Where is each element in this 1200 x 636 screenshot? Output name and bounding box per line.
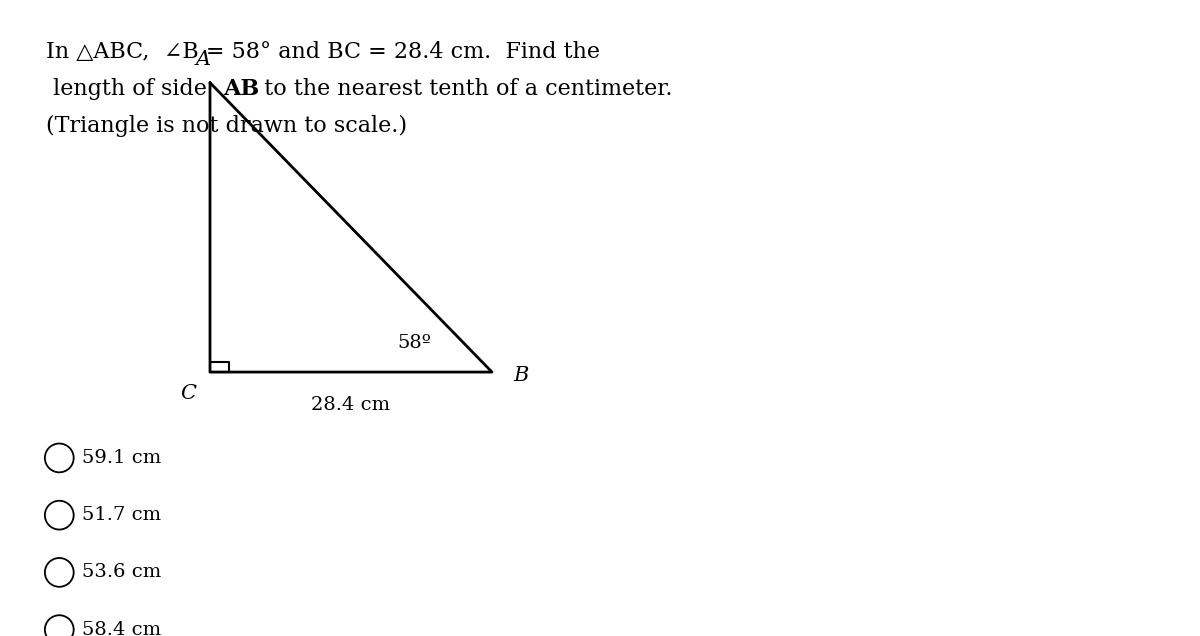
Text: In △ABC,  ∠B = 58° and BC = 28.4 cm.  Find the: In △ABC, ∠B = 58° and BC = 28.4 cm. Find… [46, 41, 600, 64]
Text: 58.4 cm: 58.4 cm [83, 621, 162, 636]
Text: C: C [180, 384, 197, 403]
Text: A: A [196, 50, 210, 69]
Text: AB: AB [223, 78, 259, 100]
Text: 58º: 58º [397, 334, 431, 352]
Text: (Triangle is not drawn to scale.): (Triangle is not drawn to scale.) [46, 114, 407, 137]
Text: to the nearest tenth of a centimeter.: to the nearest tenth of a centimeter. [250, 78, 672, 100]
Text: 53.6 cm: 53.6 cm [83, 563, 162, 581]
Text: length of side: length of side [46, 78, 214, 100]
Text: 28.4 cm: 28.4 cm [312, 396, 390, 414]
Text: 51.7 cm: 51.7 cm [83, 506, 162, 524]
Text: 59.1 cm: 59.1 cm [83, 449, 162, 467]
Text: B: B [514, 366, 529, 385]
